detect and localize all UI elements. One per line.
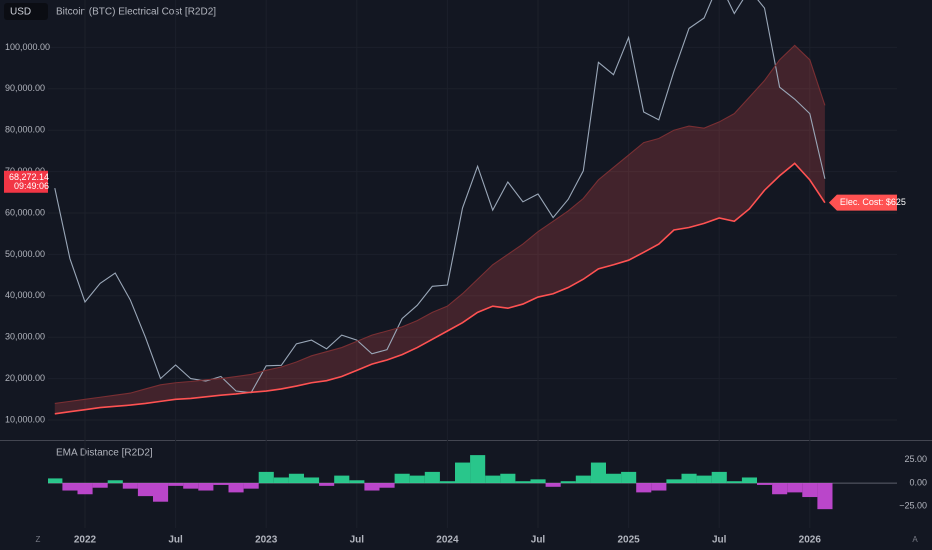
histogram-bar (213, 483, 229, 485)
cost-label-box (828, 194, 897, 211)
y-tick-label: 90,000.00 (5, 83, 45, 93)
histogram-bar (696, 475, 712, 484)
histogram-bar (48, 478, 63, 484)
y-tick-label: 40,000.00 (5, 290, 45, 300)
histogram-bar (455, 462, 471, 484)
x-tick-label: 2023 (255, 535, 278, 546)
histogram-bar (424, 471, 440, 484)
main-pane (54, 0, 826, 415)
tz-icon[interactable]: Z (36, 535, 41, 544)
countdown: 09:49:06 (14, 181, 49, 191)
histogram-bar (349, 480, 365, 484)
x-tick-label: Jul (350, 535, 365, 546)
histogram-bar (560, 481, 576, 484)
y-tick-label: 10,000.00 (5, 414, 45, 424)
histogram-bar (575, 475, 591, 484)
histogram-bar (636, 483, 652, 493)
histogram-bar (394, 473, 410, 484)
histogram-bar (621, 471, 637, 484)
y-tick-label: 50,000.00 (5, 249, 45, 259)
y-tick-label: 30,000.00 (5, 332, 45, 342)
auto-icon[interactable]: A (912, 535, 918, 544)
x-tick-label: Jul (531, 535, 546, 546)
histogram-bar (772, 483, 788, 495)
histogram-bar (606, 473, 622, 484)
currency-button[interactable] (4, 3, 48, 20)
histogram-bar (530, 479, 546, 484)
price-label: 68,272.14 (9, 172, 49, 182)
x-tick-label: Jul (712, 535, 727, 546)
histogram-bar (666, 479, 682, 484)
histogram-bar (711, 471, 727, 484)
x-tick-label: 2022 (74, 535, 97, 546)
histogram-bar (470, 455, 486, 484)
histogram-bar (515, 481, 531, 484)
y-tick-label: 0.00 (909, 477, 927, 487)
histogram-bar (409, 475, 425, 484)
histogram-bar (198, 483, 214, 491)
histogram-bar (228, 483, 244, 493)
histogram-bar (258, 471, 274, 484)
y-tick-label: 60,000.00 (5, 207, 45, 217)
histogram-bar (787, 483, 803, 493)
histogram-bar (802, 483, 818, 498)
histogram-bar (92, 483, 108, 488)
histogram-bar (817, 483, 833, 510)
histogram-bar (122, 483, 138, 489)
histogram-bar (757, 483, 773, 485)
histogram-bar (334, 475, 350, 484)
chart-title: Bitcoin (BTC) Electrical Cost [R2D2] (56, 7, 216, 18)
histogram-bar (153, 483, 169, 502)
histogram-bar (590, 462, 606, 484)
histogram-bar (243, 483, 259, 489)
cost-band (54, 45, 825, 414)
y-tick-label: 25.00 (904, 454, 927, 464)
histogram-bar (137, 483, 153, 497)
band-upper-line (54, 44, 826, 404)
histogram-bar (651, 483, 667, 491)
histogram-bar (364, 483, 380, 491)
osc-pane (48, 455, 833, 510)
price-line (54, 0, 826, 394)
y-tick-label: 20,000.00 (5, 373, 45, 383)
histogram-bar (107, 480, 123, 484)
histogram-bar (741, 477, 757, 484)
x-tick-label: Jul (168, 535, 183, 546)
price-label-box (4, 170, 48, 193)
histogram-bar (726, 481, 742, 484)
histogram-bar (183, 483, 199, 489)
histogram-bar (681, 473, 697, 484)
histogram-bar (545, 483, 561, 487)
histogram-bar (62, 483, 78, 491)
histogram-bar (288, 473, 304, 484)
histogram-bar (439, 481, 455, 484)
histogram-bar (168, 483, 184, 486)
x-tick-label: 2025 (617, 535, 640, 546)
indicator-title: EMA Distance [R2D2] (56, 448, 153, 459)
y-tick-label: 100,000.00 (5, 42, 50, 52)
cost-line (54, 162, 826, 415)
y-tick-label: −25.00 (899, 501, 927, 511)
y-tick-label: 80,000.00 (5, 125, 45, 135)
histogram-bar (485, 475, 501, 484)
histogram-bar (319, 483, 335, 486)
histogram-bar (379, 483, 395, 488)
histogram-bar (273, 477, 289, 484)
histogram-bar (77, 483, 93, 495)
histogram-bar (500, 473, 516, 484)
x-tick-label: 2026 (799, 535, 822, 546)
cost-label: Elec. Cost: $625 (840, 197, 906, 207)
currency[interactable]: USD (10, 7, 31, 18)
x-tick-label: 2024 (436, 535, 459, 546)
histogram-bar (304, 477, 320, 484)
